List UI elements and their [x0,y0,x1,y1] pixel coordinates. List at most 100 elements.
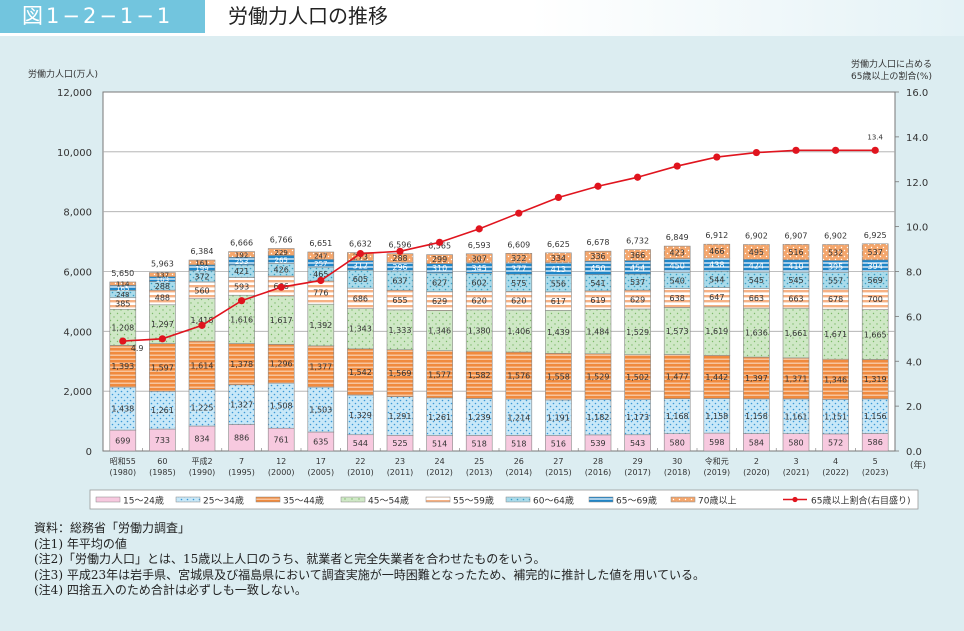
bar-value-label: 1,617 [270,316,293,325]
note-4: (注4) 四捨五入のため合計は必ずしも一致しない。 [34,583,307,597]
bar-value-label: 163 [156,276,169,284]
bar-value-label: 1,442 [705,373,728,382]
bar-value-label: 663 [749,294,764,303]
bar-segment [228,384,255,425]
bar-value-label: 299 [432,255,447,264]
bar-value-label: 421 [234,267,249,276]
ratio-point [356,249,364,258]
ratio-line [122,149,876,342]
x-tick-era: 4 [833,457,838,466]
legend-label: 35〜44歳 [283,495,324,507]
bar-stack: 543 1,173 1,502 1,529 629 537 454 366 6,732 [624,237,651,452]
bar-value-label: 1,291 [389,412,412,421]
bar-segment [782,398,810,434]
bar-value-label: 1,392 [309,321,332,330]
bar-segment [743,307,770,358]
bar-value-label: 1,158 [705,412,728,421]
bar-value-label: 886 [234,434,249,443]
bar-total-label: 6,925 [864,231,887,240]
bar-value-label: 424 [749,262,764,271]
y-tick-label: 2,000 [63,387,92,398]
bar-stack: 580 1,168 1,477 1,573 638 540 450 423 6,849 [663,233,691,452]
bar-stack: 598 1,158 1,442 1,619 647 544 438 466 6,912 [703,231,731,452]
bar-segment [545,309,572,354]
bar-value-label: 385 [115,299,130,308]
bar-segment [465,398,493,436]
legend-swatch [588,496,614,503]
x-tick-era: 5 [873,457,878,466]
bar-value-label: 619 [590,296,605,305]
bar-segment [109,386,137,431]
bar-segment [861,309,889,360]
bar-value-label: 366 [630,251,645,260]
bar-value-label: 426 [274,266,289,275]
bar-segment [465,350,493,399]
x-tick-era: 60 [157,457,167,466]
bar-segment [861,398,889,434]
x-tick-year: (2022) [822,468,849,477]
legend-swatch [505,496,531,503]
bar-stack: 580 1,161 1,371 1,661 663 545 410 516 6,907 [782,231,810,452]
bar-value-label: 1,225 [191,404,214,413]
ratio-point [752,148,761,157]
bar-value-label: 465 [313,270,328,279]
bar-value-label: 1,665 [864,331,887,340]
x-tick-year: (2012) [426,468,453,477]
bar-stack: 584 1,158 1,397 1,636 663 545 424 495 6,902 [743,232,770,452]
bar-total-label: 6,766 [270,236,293,245]
bar-value-label: 532 [828,248,843,257]
bar-segment [109,345,137,388]
bar-total-label: 6,384 [191,247,214,256]
x-tick-year: (2020) [743,468,770,477]
bar-value-label: 288 [155,282,170,291]
x-tick-era: 12 [276,457,286,466]
bar-value-label: 516 [551,439,566,448]
bar-value-label: 1,542 [349,368,372,377]
bar-segment [624,308,651,356]
y-axis-label: 労働力人口(万人) [28,68,98,80]
x-tick-year: (2005) [307,468,334,477]
bar-value-label: 454 [630,263,645,272]
bar-segment [386,396,414,436]
bar-value-label: 525 [392,439,407,448]
ratio-point [673,162,681,170]
bar-stack: 539 1,182 1,529 1,484 619 541 450 336 6,678 [584,238,612,452]
bar-value-label: 544 [709,275,724,284]
bar-value-label: 1,319 [864,375,887,384]
bar-value-label: 556 [551,279,566,288]
bar-value-label: 537 [868,248,883,257]
ratio-point-label: 4.9 [131,344,144,353]
y2-tick-label: 16.0 [906,88,928,99]
x-tick-year: (2014) [505,468,532,477]
bar-segment [109,281,137,286]
bar-total-label: 6,678 [587,238,610,247]
x-tick-era: 25 [474,457,484,466]
bar-value-label: 1,508 [270,402,293,411]
y-tick-label: 6,000 [63,268,92,279]
bar-value-label: 637 [392,277,407,286]
bar-value-label: 395 [828,262,843,271]
x-tick-year: (2011) [387,468,414,477]
bar-segment [188,389,216,427]
x-tick-era: 26 [514,457,524,466]
bar-stack: 572 1,151 1,346 1,671 678 557 395 532 6,902 [822,232,849,452]
note-1: (注1) 年平均の値 [34,536,127,551]
bar-value-label: 699 [115,437,130,446]
bar-value-label: 620 [472,297,487,306]
legend-label: 70歳以上 [698,495,736,507]
bar-value-label: 450 [670,261,685,270]
bar-segment [426,310,453,352]
bar-value-label: 1,477 [666,373,689,382]
bar-segment [386,349,414,397]
bar-value-label: 1,529 [626,328,649,337]
bar-value-label: 1,156 [864,412,887,421]
y-tick-label: 8,000 [63,208,92,219]
bar-segment [584,399,612,436]
x-tick-era: 28 [593,457,603,466]
ratio-point [158,335,166,343]
bar-value-label: 488 [155,293,170,302]
ratio-point [634,173,642,181]
y-tick-label: 12,000 [57,88,92,99]
bar-value-label: 1,671 [824,330,847,339]
